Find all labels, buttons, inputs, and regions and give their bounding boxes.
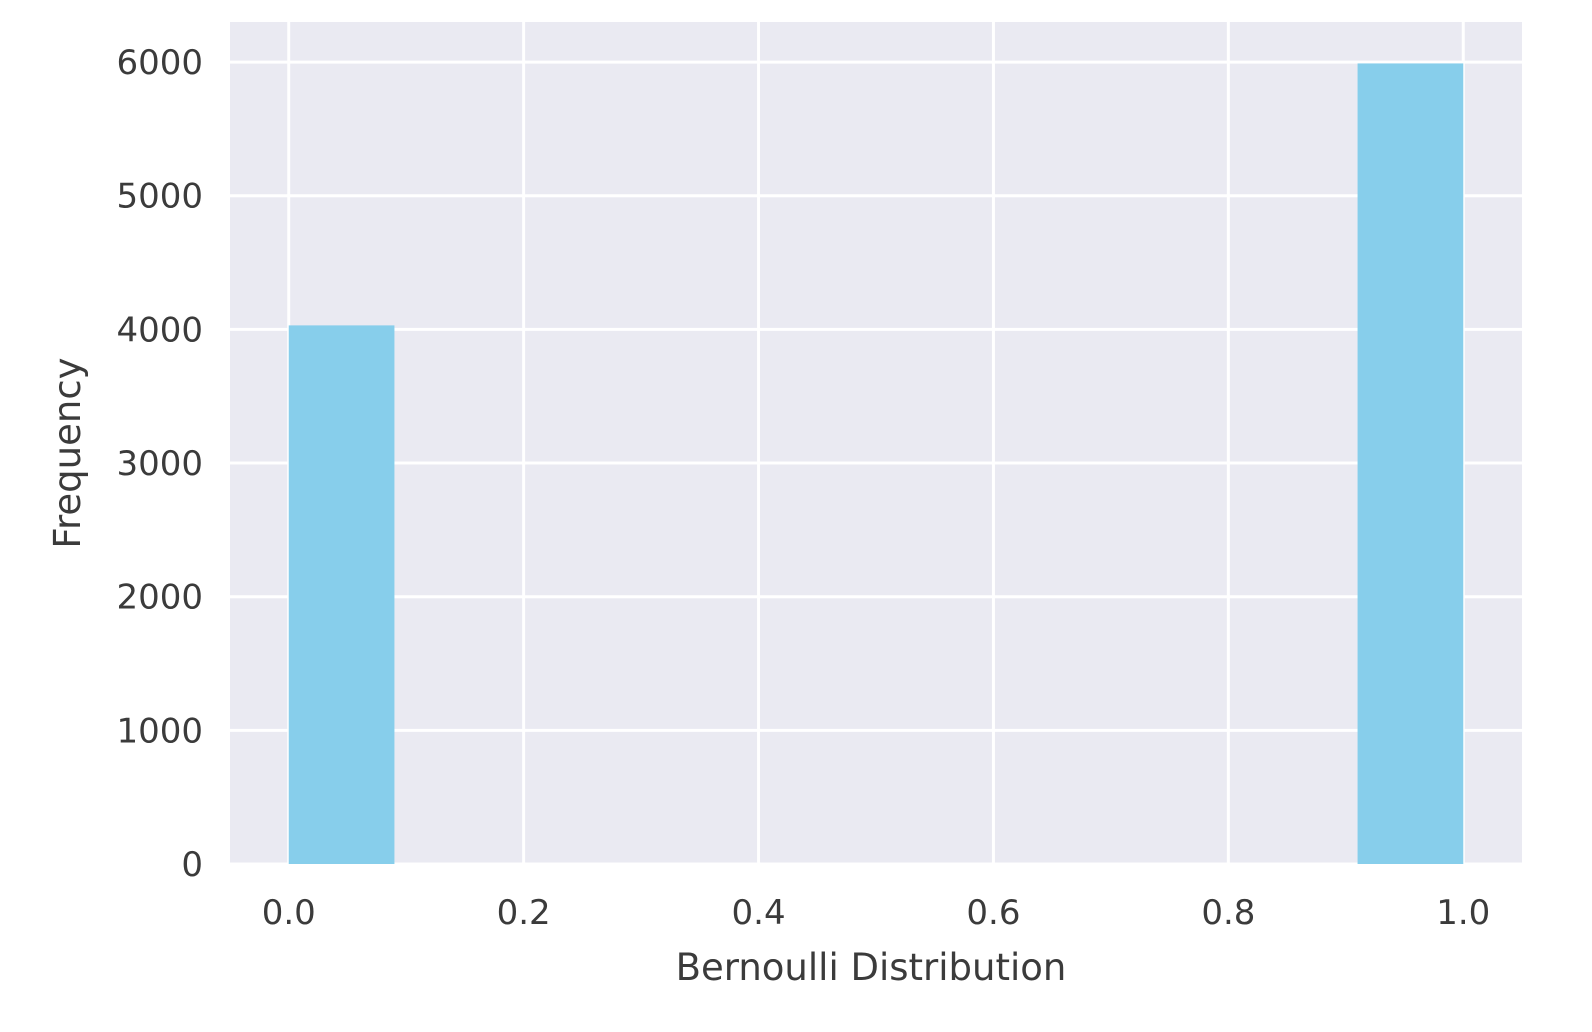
x-tick-label: 0.8 bbox=[1201, 893, 1255, 933]
y-tick-label: 6000 bbox=[116, 43, 203, 83]
y-tick-label: 5000 bbox=[116, 177, 203, 217]
x-tick-label: 0.2 bbox=[497, 893, 551, 933]
x-tick-label: 0.4 bbox=[732, 893, 786, 933]
bars bbox=[288, 63, 1464, 864]
y-axis-label: Frequency bbox=[46, 357, 89, 548]
bar bbox=[1357, 63, 1464, 864]
plot-area bbox=[230, 22, 1522, 864]
x-axis-label: Bernoulli Distribution bbox=[676, 946, 1067, 989]
y-gridlines bbox=[230, 60, 1522, 866]
x-tick-label: 1.0 bbox=[1436, 893, 1490, 933]
x-tick-label: 0.6 bbox=[966, 893, 1020, 933]
y-tick-labels: 0 1000 2000 3000 4000 5000 6000 bbox=[116, 43, 203, 885]
y-tick-label: 1000 bbox=[116, 711, 203, 751]
bar bbox=[288, 325, 395, 864]
y-tick-label: 3000 bbox=[116, 444, 203, 484]
y-tick-label: 4000 bbox=[116, 310, 203, 350]
y-tick-label: 0 bbox=[181, 845, 203, 885]
x-tick-label: 0.0 bbox=[262, 893, 316, 933]
y-tick-label: 2000 bbox=[116, 578, 203, 618]
x-tick-labels: 0.0 0.2 0.4 0.6 0.8 1.0 bbox=[262, 893, 1491, 933]
